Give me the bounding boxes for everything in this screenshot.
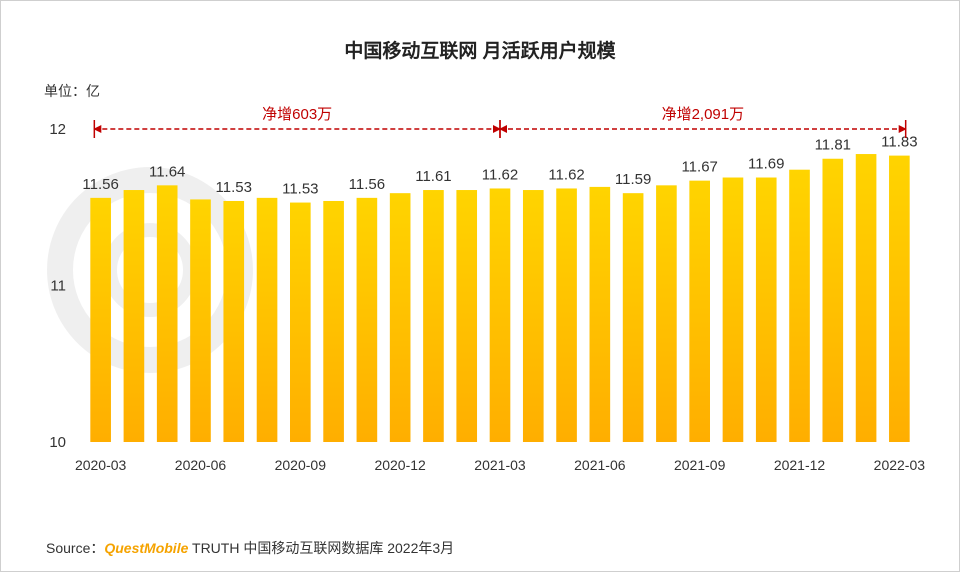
bar-2020-08 xyxy=(256,197,278,442)
bar-2020-11 xyxy=(356,197,378,442)
bar-2022-01 xyxy=(822,158,844,443)
data-label: 11.81 xyxy=(815,137,851,154)
data-label: 11.62 xyxy=(548,166,584,183)
bar-2020-09 xyxy=(290,202,311,442)
bar-2021-02 xyxy=(456,190,478,442)
annotation-label: 净增603万 xyxy=(262,106,332,123)
data-label: 11.69 xyxy=(748,156,784,173)
data-label: 11.67 xyxy=(681,159,717,176)
bar-2021-03 xyxy=(489,188,511,442)
brand-name: QuestMobile xyxy=(104,540,189,556)
chart-title: 中国移动互联网 月活跃用户规模 xyxy=(344,39,616,62)
data-label: 11.53 xyxy=(282,181,318,198)
data-label: 11.62 xyxy=(482,166,518,183)
x-tick-label: 2020-03 xyxy=(75,457,127,473)
y-tick-label: 11 xyxy=(50,278,66,295)
data-label: 11.56 xyxy=(349,176,385,193)
data-label: 11.83 xyxy=(881,134,917,151)
x-tick-label: 2021-12 xyxy=(774,457,826,473)
source-text: TRUTH 中国移动互联网数据库 2022年3月 xyxy=(188,540,455,556)
data-label: 11.64 xyxy=(149,163,185,180)
x-tick-label: 2021-03 xyxy=(474,457,526,473)
data-label: 11.53 xyxy=(216,179,252,196)
bar-2021-05 xyxy=(556,188,577,442)
bar-2020-05 xyxy=(156,185,178,442)
bar-2020-10 xyxy=(323,200,344,442)
y-tick-label: 10 xyxy=(49,434,66,451)
bar-2020-06 xyxy=(190,199,211,442)
bar-2021-11 xyxy=(755,177,777,442)
data-label: 11.59 xyxy=(615,171,651,188)
data-label: 11.61 xyxy=(415,168,451,185)
bar-2021-07 xyxy=(622,193,644,442)
bar-2020-12 xyxy=(389,193,411,442)
x-tick-label: 2020-09 xyxy=(275,457,327,473)
unit-label: 单位：亿 xyxy=(44,83,100,99)
bar-2021-09 xyxy=(689,180,710,442)
bar-2021-06 xyxy=(589,186,611,442)
data-label: 11.56 xyxy=(82,176,118,193)
bar-2022-03 xyxy=(889,155,910,443)
y-tick-label: 12 xyxy=(49,121,66,138)
bar-2021-04 xyxy=(522,190,544,442)
annotation-label: 净增2,091万 xyxy=(662,106,745,123)
bar-2021-12 xyxy=(789,169,810,442)
source-footer: Source：QuestMobile TRUTH 中国移动互联网数据库 2022… xyxy=(46,538,454,558)
bar-2021-08 xyxy=(656,185,677,442)
x-tick-label: 2020-12 xyxy=(374,457,426,473)
bar-2022-02 xyxy=(855,154,877,443)
bar-2020-03 xyxy=(90,197,111,442)
x-tick-label: 2021-06 xyxy=(574,457,626,473)
watermark-logo xyxy=(47,167,253,373)
bar-2020-04 xyxy=(123,190,145,442)
x-tick-label: 2022-03 xyxy=(874,457,926,473)
bar-2020-07 xyxy=(223,200,245,442)
x-tick-label: 2020-06 xyxy=(175,457,227,473)
source-prefix: Source： xyxy=(46,540,105,556)
bar-2021-01 xyxy=(423,190,444,442)
x-tick-label: 2021-09 xyxy=(674,457,726,473)
bar-2021-10 xyxy=(722,177,744,442)
